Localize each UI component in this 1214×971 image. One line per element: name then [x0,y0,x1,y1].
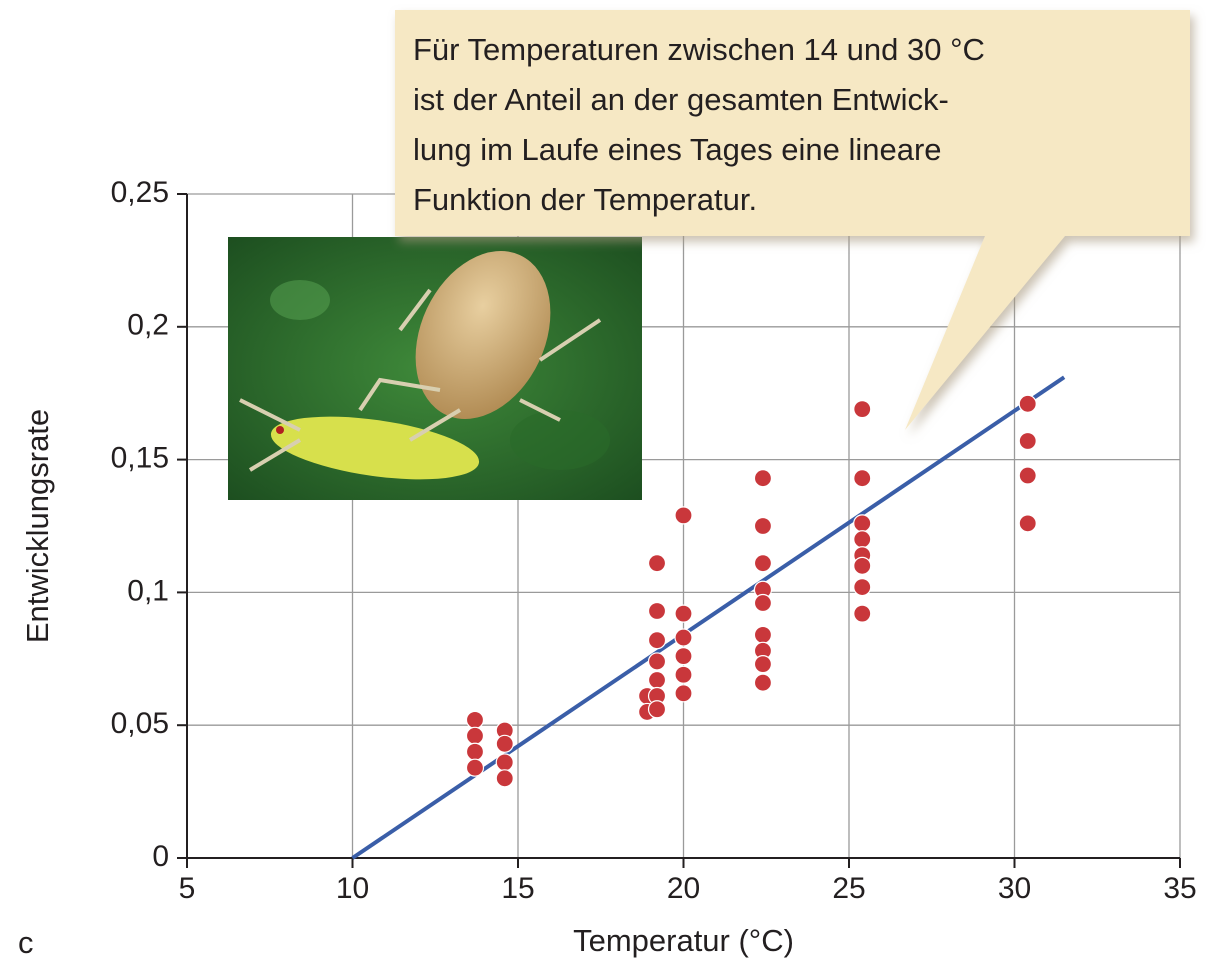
data-point [754,595,771,612]
x-tick-label: 35 [1163,872,1196,905]
y-tick-label: 0,1 [127,574,169,607]
data-point [1019,395,1036,412]
data-point [754,656,771,673]
data-point [649,701,666,718]
callout-line: lung im Laufe eines Tages eine lineare [413,132,942,167]
data-point [754,626,771,643]
data-point [675,685,692,702]
data-point [854,579,871,596]
data-point [466,727,483,744]
data-point [675,648,692,665]
x-tick-label: 5 [179,872,196,905]
y-axis-title: Entwicklungsrate [20,409,55,643]
chart: 5 10 15 20 25 30 35 0 0,05 0,1 0,15 0,2 0,25 Temperat… [0,0,1214,971]
data-point [649,632,666,649]
data-point [466,711,483,728]
data-point [1019,433,1036,450]
x-tick-label: 10 [336,872,369,905]
y-tick-label: 0,15 [111,442,169,475]
data-point [496,754,513,771]
y-tick-label: 0,05 [111,707,169,740]
y-tick-label: 0,2 [127,309,169,342]
data-point [675,666,692,683]
data-point [649,653,666,670]
data-point [754,470,771,487]
data-point [466,743,483,760]
data-point [675,629,692,646]
data-point [649,602,666,619]
data-point [854,470,871,487]
x-tick-label: 20 [667,872,700,905]
data-point [496,770,513,787]
panel-label: c [18,925,34,960]
data-point [675,507,692,524]
data-point [854,515,871,532]
x-tick-label: 15 [501,872,534,905]
data-point [1019,467,1036,484]
data-point [754,555,771,572]
data-point [754,518,771,535]
callout-line: Funktion der Temperatur. [413,182,757,217]
data-point [649,672,666,689]
data-point [854,401,871,418]
data-point [675,605,692,622]
data-point [466,759,483,776]
y-tick-label: 0,25 [111,176,169,209]
y-tick-label: 0 [152,840,169,873]
data-point [854,605,871,622]
data-point [1019,515,1036,532]
callout-line: Für Temperaturen zwischen 14 und 30 °C [413,32,985,67]
x-tick-label: 30 [998,872,1031,905]
callout-line: ist der Anteil an der gesamten Entwick- [413,82,949,117]
data-point [496,735,513,752]
data-point [854,557,871,574]
data-point [854,531,871,548]
inset-photo [228,229,642,500]
x-tick-label: 25 [832,872,865,905]
data-point [754,674,771,691]
data-point [649,555,666,572]
x-axis-title: Temperatur (°C) [573,923,794,958]
